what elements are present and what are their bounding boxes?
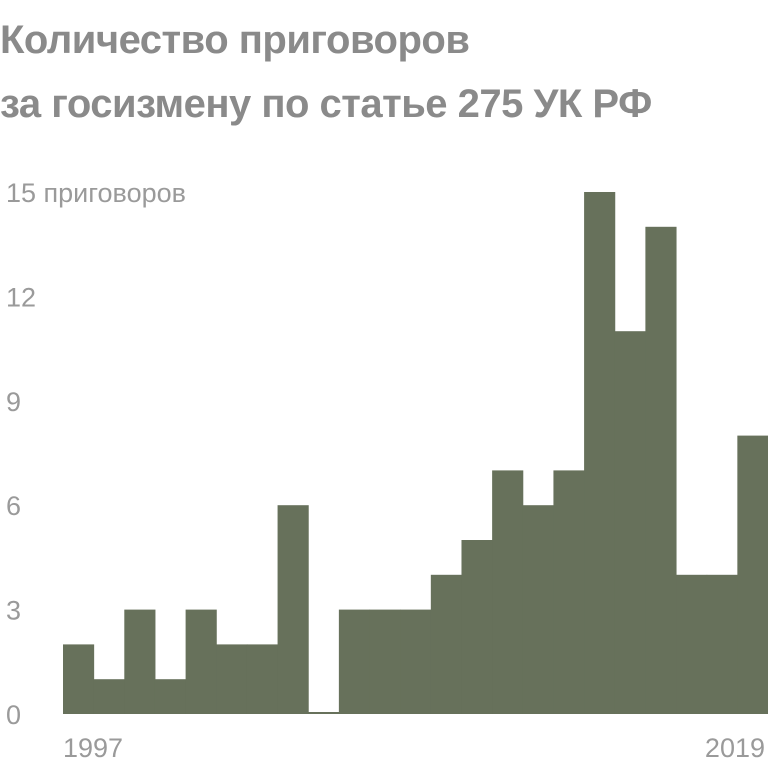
bar-1997: [63, 644, 95, 714]
x-tick-label-last: 2019: [705, 733, 765, 763]
x-tick-label-first: 1997: [63, 733, 123, 763]
bar-2015: [614, 331, 646, 714]
bar-2014: [584, 192, 616, 714]
y-tick-label-9: 9: [6, 387, 21, 417]
x-axis: 1997 2019: [63, 733, 765, 763]
bar-2011: [492, 470, 524, 714]
bar-2004: [277, 505, 309, 714]
bar-2019: [737, 435, 768, 714]
bar-2001: [185, 609, 217, 714]
bar-2016: [645, 226, 677, 715]
bar-2010: [461, 540, 493, 714]
y-axis: 0 3 6 9 12 15 приговоров: [6, 178, 186, 730]
y-tick-label-3: 3: [6, 596, 21, 626]
bar-2007: [369, 609, 401, 714]
bar-2009: [430, 574, 462, 714]
y-tick-label-15: 15 приговоров: [6, 178, 186, 208]
chart-title-line-2: за госизмену по статье 275 УК РФ: [0, 82, 652, 126]
chart-title-line-1: Количество приговоров: [0, 18, 470, 62]
bar-2005: [308, 712, 340, 714]
bar-2013: [553, 470, 585, 714]
bar-2012: [522, 505, 554, 714]
y-tick-label-6: 6: [6, 491, 21, 521]
bars-group: [63, 192, 768, 715]
bar-1999: [124, 609, 156, 714]
y-tick-label-0: 0: [6, 700, 21, 730]
chart-title: Количество приговоров за госизмену по ст…: [0, 8, 652, 136]
bar-2017: [676, 574, 708, 714]
bar-2008: [400, 609, 432, 714]
bar-2002: [216, 644, 248, 714]
bar-2000: [154, 679, 187, 714]
bar-2006: [338, 609, 371, 714]
bar-2018: [706, 574, 738, 714]
bar-2003: [246, 644, 279, 714]
bar-1998: [93, 679, 125, 714]
y-tick-label-12: 12: [6, 282, 36, 312]
